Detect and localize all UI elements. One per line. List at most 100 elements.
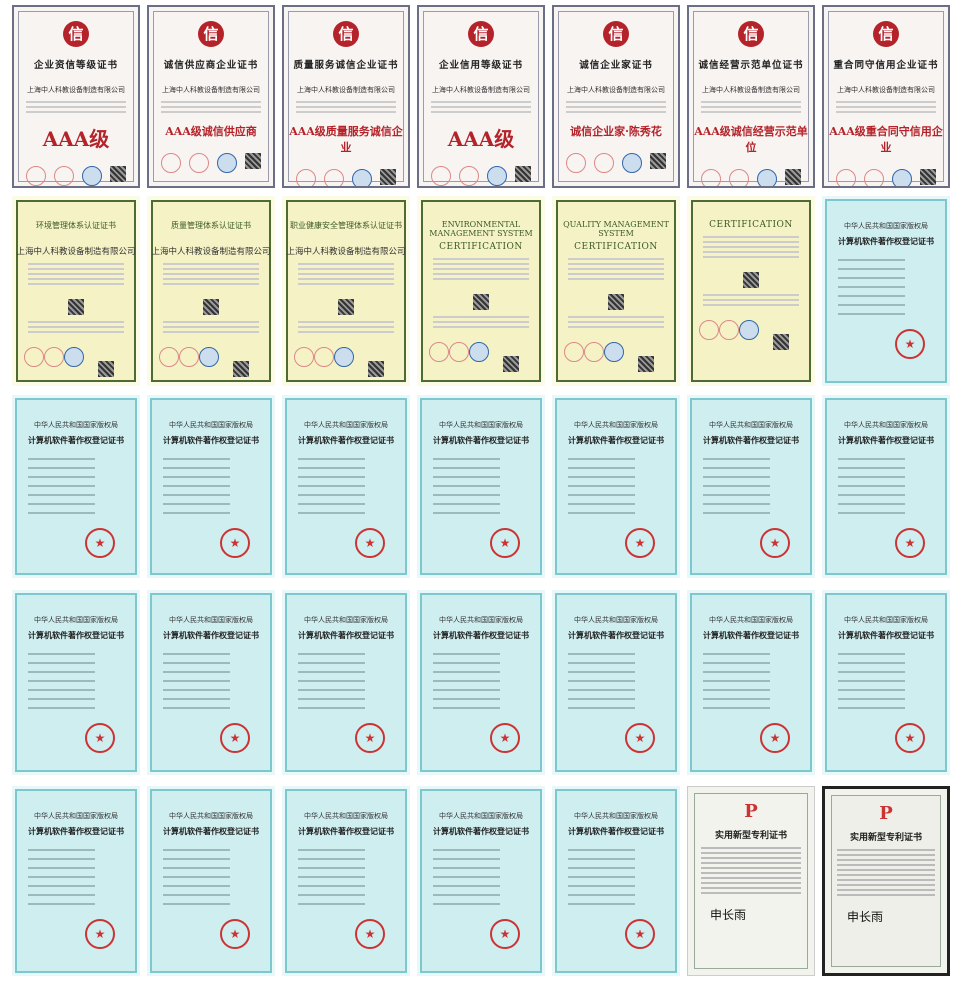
text-line [838,707,906,709]
text-line [28,698,96,700]
text-line [568,671,636,673]
software-copyright-certificate[interactable]: 中华人民共和国国家版权局 计算机软件著作权登记证书 ★ [282,590,410,775]
company-name: 上海中人科教设备制造有限公司 [297,86,395,94]
text-line [28,680,96,682]
honor-certificate[interactable]: 信企业信用等级证书 上海中人科教设备制造有限公司 AAA级 [417,5,545,188]
text-lines [703,294,799,306]
qr-code-icon [920,169,936,185]
text-line [837,894,935,896]
text-line [163,331,259,333]
text-lines [700,847,802,894]
text-line [296,106,396,108]
text-line [568,680,636,682]
seal-icon [449,342,469,362]
seal-icon [699,320,719,340]
text-line [163,273,259,275]
text-line [837,869,935,871]
honor-certificate[interactable]: 信诚信企业家证书 上海中人科教设备制造有限公司 诚信企业家·陈秀花 [552,5,680,188]
software-copyright-certificate[interactable]: 中华人民共和国国家版权局 计算机软件著作权登记证书 ★ [822,196,950,386]
text-line [298,326,394,328]
text-lines [433,458,528,514]
text-line [703,251,799,253]
seal-icon [82,166,102,186]
text-line [298,867,366,869]
official-seal-icon: ★ [760,528,790,558]
management-certificate[interactable]: 职业健康安全管理体系认证证书 上海中人科教设备制造有限公司 [282,196,410,386]
text-line [703,494,771,496]
honor-certificate[interactable]: 信企业资信等级证书 上海中人科教设备制造有限公司 AAA级 [12,5,140,188]
text-line [28,512,96,514]
text-lines [433,849,528,905]
software-copyright-certificate[interactable]: 中华人民共和国国家版权局 计算机软件著作权登记证书 ★ [552,395,680,578]
software-copyright-certificate[interactable]: 中华人民共和国国家版权局 计算机软件著作权登记证书 ★ [417,590,545,775]
text-line [703,246,799,248]
software-copyright-certificate[interactable]: 中华人民共和国国家版权局 计算机软件著作权登记证书 ★ [147,395,275,578]
text-line [163,263,259,265]
seal-icon [622,153,642,173]
software-copyright-certificate[interactable]: 中华人民共和国国家版权局 计算机软件著作权登记证书 ★ [822,395,950,578]
management-certificate[interactable]: QUALITY MANAGEMENT SYSTEM CERTIFICATION [552,196,680,386]
seal-row [159,347,263,377]
seal-row [292,169,400,186]
text-line [703,485,771,487]
software-copyright-certificate[interactable]: 中华人民共和国国家版权局 计算机软件著作权登记证书 ★ [417,395,545,578]
software-copyright-certificate[interactable]: 中华人民共和国国家版权局 计算机软件著作权登记证书 ★ [552,590,680,775]
seal-icon [189,153,209,173]
qr-code-icon [203,299,219,315]
patent-certificate[interactable]: P 实用新型专利证书 申长雨 [687,786,815,976]
text-lines [568,653,663,709]
text-lines [28,458,123,514]
text-line [568,278,664,280]
software-copyright-certificate[interactable]: 中华人民共和国国家版权局 计算机软件著作权登记证书 ★ [687,590,815,775]
honor-certificate[interactable]: 信诚信经营示范单位证书 上海中人科教设备制造有限公司 AAA级诚信经营示范单位 [687,5,815,188]
software-copyright-certificate[interactable]: 中华人民共和国国家版权局 计算机软件著作权登记证书 ★ [282,786,410,976]
honor-certificate[interactable]: 信诚信供应商企业证书 上海中人科教设备制造有限公司 AAA级诚信供应商 [147,5,275,188]
text-lines [163,653,258,709]
software-copyright-certificate[interactable]: 中华人民共和国国家版权局 计算机软件著作权登记证书 ★ [147,786,275,976]
text-line [433,885,501,887]
software-copyright-certificate[interactable]: 中华人民共和国国家版权局 计算机软件著作权登记证书 ★ [147,590,275,775]
management-certificate[interactable]: CERTIFICATION [687,196,815,386]
text-line [700,877,802,879]
software-copyright-certificate[interactable]: 中华人民共和国国家版权局 计算机软件著作权登记证书 ★ [12,395,140,578]
seal-row [427,166,535,186]
text-line [433,273,529,275]
certificate-title: 质量管理体系认证证书 [171,221,251,230]
patent-certificate[interactable]: P 实用新型专利证书 申长雨 [822,786,950,976]
honor-certificate[interactable]: 信重合同守信用企业证书 上海中人科教设备制造有限公司 AAA级重合同守信用企业 [822,5,950,188]
text-lines [703,458,798,514]
management-certificate[interactable]: 环境管理体系认证证书 上海中人科教设备制造有限公司 [12,196,140,386]
text-line [298,662,366,664]
text-line [28,689,96,691]
text-line [296,111,396,113]
software-copyright-certificate[interactable]: 中华人民共和国国家版权局 计算机软件著作权登记证书 ★ [12,590,140,775]
text-line [163,283,259,285]
software-copyright-certificate[interactable]: 中华人民共和国国家版权局 计算机软件著作权登记证书 ★ [552,786,680,976]
text-line [163,885,231,887]
text-line [163,278,259,280]
text-line [703,458,771,460]
text-line [701,101,801,103]
software-copyright-certificate[interactable]: 中华人民共和国国家版权局 计算机软件著作权登记证书 ★ [417,786,545,976]
text-line [568,689,636,691]
text-line [837,874,935,876]
company-name: 上海中人科教设备制造有限公司 [16,247,136,257]
software-copyright-certificate[interactable]: 中华人民共和国国家版权局 计算机软件著作权登记证书 ★ [12,786,140,976]
software-copyright-certificate[interactable]: 中华人民共和国国家版权局 计算机软件著作权登记证书 ★ [282,395,410,578]
qr-code-icon [650,153,666,169]
software-copyright-certificate[interactable]: 中华人民共和国国家版权局 计算机软件著作权登记证书 ★ [687,395,815,578]
management-certificate[interactable]: ENVIRONMENTAL MANAGEMENT SYSTEM CERTIFICA… [417,196,545,386]
certificate-issuer: 中华人民共和国国家版权局 [34,421,118,429]
management-certificate[interactable]: 质量管理体系认证证书 上海中人科教设备制造有限公司 [147,196,275,386]
honor-certificate[interactable]: 信质量服务诚信企业证书 上海中人科教设备制造有限公司 AAA级质量服务诚信企业 [282,5,410,188]
text-lines [163,321,259,333]
certificate-title: 计算机软件著作权登记证书 [298,435,394,445]
software-copyright-certificate[interactable]: 中华人民共和国国家版权局 计算机软件著作权登记证书 ★ [822,590,950,775]
text-line [433,494,501,496]
text-line [298,849,366,851]
qr-code-icon [473,294,489,310]
certificate-title: 计算机软件著作权登记证书 [703,630,799,640]
text-line [433,485,501,487]
credit-logo-icon: 信 [873,21,899,47]
credit-logo-icon: 信 [198,21,224,47]
